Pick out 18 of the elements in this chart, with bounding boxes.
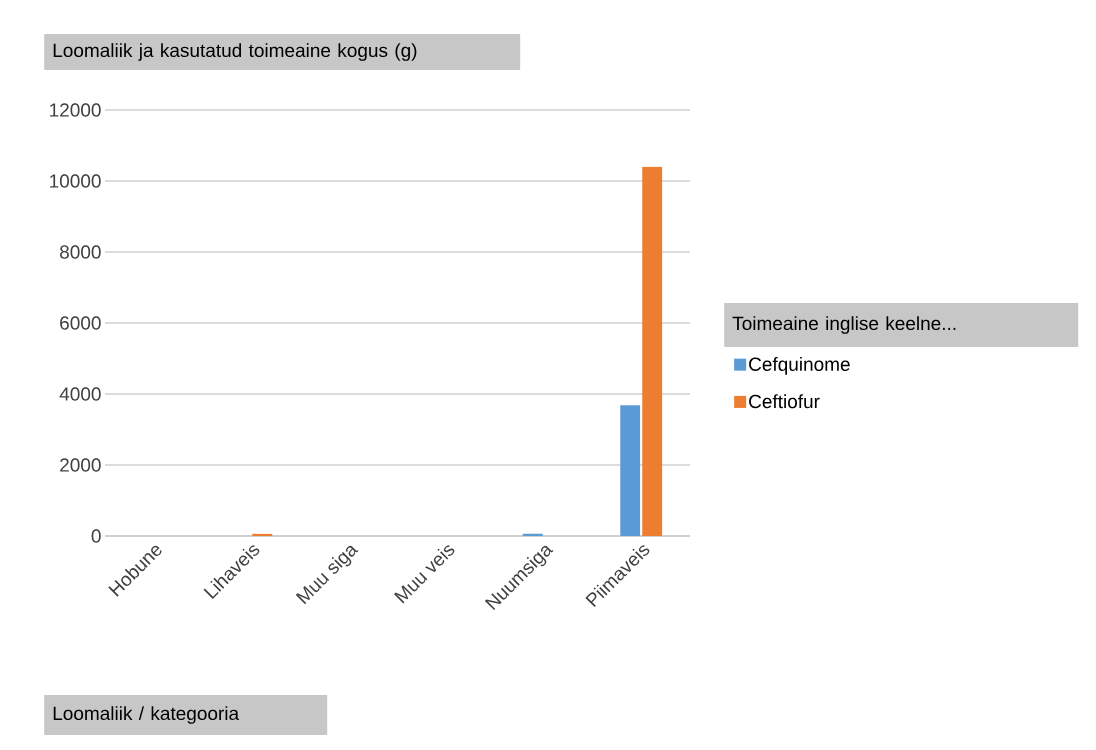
y-tick-label: 2000 (60, 458, 101, 472)
y-tick-label: 12000 (50, 103, 101, 117)
y-tick-label: 0 (91, 529, 101, 543)
text: Loomaliik / kategooria (53, 706, 240, 724)
y-tick-label: 4000 (59, 387, 101, 401)
legend-label: Ceftiofur (749, 394, 820, 409)
bar (522, 533, 543, 536)
y-tick-label: 6000 (60, 316, 101, 330)
bar (252, 533, 273, 536)
bar (642, 166, 663, 536)
y-tick-label: 8000 (60, 245, 101, 259)
x-tick-label: Muu veis (394, 545, 455, 604)
legend-title: Toimeaine inglise keelne... (732, 316, 956, 334)
y-tick-label: 10000 (50, 174, 101, 188)
bar (620, 405, 641, 536)
legend-label: Cefquinome (749, 357, 850, 375)
x-tick-label: Muu siga (295, 545, 359, 605)
chart-title: Loomaliik ja kasutatud toimeaine kogus (g) (53, 43, 417, 61)
